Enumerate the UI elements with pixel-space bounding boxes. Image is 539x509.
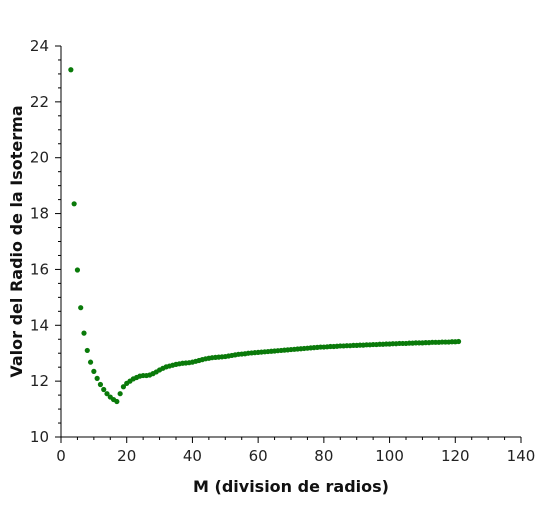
y-tick-label: 12 [30,372,49,390]
y-tick-label: 18 [30,205,49,223]
data-point [84,347,90,354]
y-tick-label: 22 [30,93,49,111]
data-point [117,391,123,397]
data-point [87,359,94,365]
x-tick-label: 80 [314,447,333,465]
x-axis-ticks: 0 20 40 60 80 100 120 140 [56,437,535,465]
y-axis-ticks: 10 12 14 16 18 20 22 24 [30,37,61,446]
data-point [120,384,127,390]
data-point [78,305,84,311]
x-tick-label: 40 [183,447,202,465]
data-point [94,375,100,381]
y-tick-label: 16 [30,260,49,278]
data-point [81,330,87,336]
data-point [114,398,120,405]
x-tick-label: 60 [249,447,268,465]
y-tick-label: 20 [30,149,49,167]
y-tick-label: 10 [30,428,49,446]
data-point [91,368,97,374]
x-tick-label: 140 [507,447,536,465]
data-point [71,201,77,207]
data-point [101,386,107,393]
x-tick-label: 0 [56,447,66,465]
x-axis-title: M (division de radios) [193,477,389,496]
plot-area [68,67,462,405]
data-point [455,338,462,345]
data-point [104,391,110,397]
x-tick-label: 120 [441,447,470,465]
data-point [97,381,104,388]
data-point [68,67,74,73]
y-tick-label: 24 [30,37,49,55]
x-tick-label: 100 [375,447,404,465]
y-tick-label: 14 [30,316,49,334]
y-axis-title: Valor del Radio de la Isoterma [7,105,26,377]
data-point [74,267,81,273]
x-tick-label: 20 [117,447,136,465]
